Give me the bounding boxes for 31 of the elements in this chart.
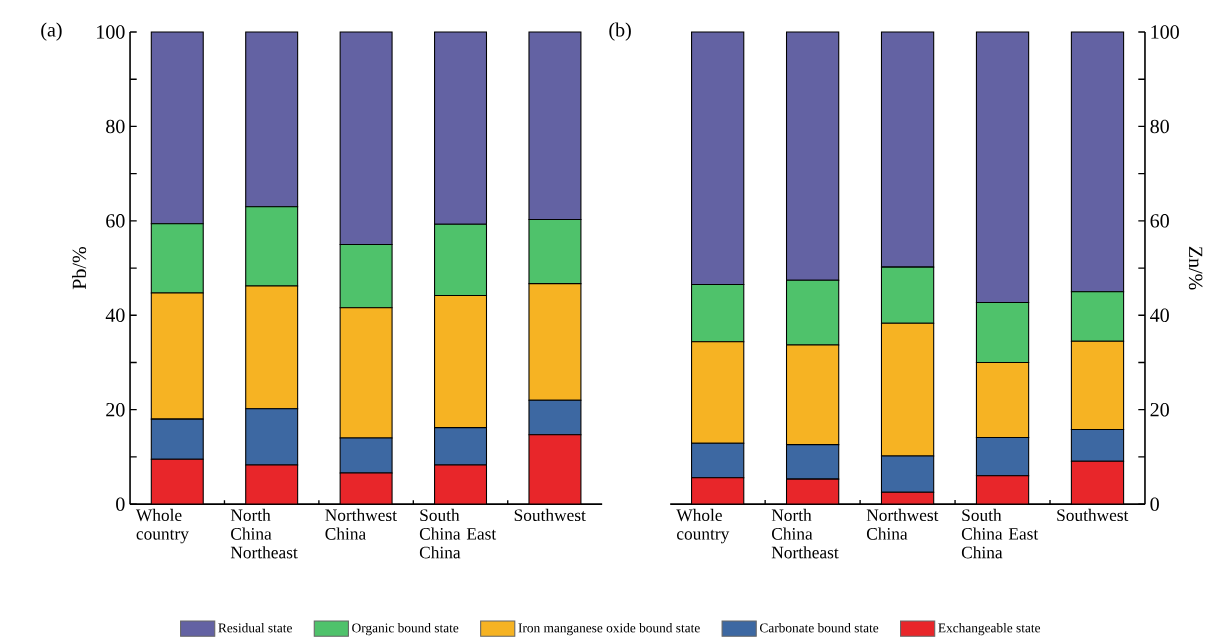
y-axis-title: Pb/% xyxy=(72,247,87,290)
x-tick-label: Whole country xyxy=(135,508,189,544)
x-tick-label: North China Northeast xyxy=(771,508,839,559)
y-tick-label: 0 xyxy=(1150,497,1159,511)
legend-label: Iron manganese oxide bound state xyxy=(518,623,700,636)
x-tick-label: North China Northeast xyxy=(230,508,298,559)
x-tick-label: Northwest China xyxy=(866,508,939,540)
y-tick-label: 40 xyxy=(105,308,125,323)
y-tick-label: 40 xyxy=(1150,308,1169,323)
x-tick-label: Whole country xyxy=(676,508,730,544)
legend-label: Carbonate bound state xyxy=(759,623,879,633)
x-tick-label: South China East China xyxy=(961,508,1039,559)
x-tick-label: Northwest China xyxy=(325,508,397,540)
y-tick-label: 100 xyxy=(1151,25,1179,39)
y-tick-label: 80 xyxy=(106,119,125,134)
legend-label: Residual state xyxy=(218,623,292,633)
chart-title: (b) xyxy=(609,22,631,41)
chart-title: (a) xyxy=(41,22,62,41)
legend-label: Organic bound state xyxy=(352,623,459,636)
y-tick-label: 20 xyxy=(1150,403,1169,417)
legend-label: Exchangeable state xyxy=(938,623,1041,636)
y-tick-label: 60 xyxy=(1150,214,1169,228)
y-axis-title: Zn/% xyxy=(1188,246,1203,290)
y-tick-label: 100 xyxy=(97,25,125,39)
y-tick-label: 20 xyxy=(106,403,125,417)
y-tick-label: 60 xyxy=(106,214,125,228)
x-tick-label: Southwest xyxy=(514,508,586,522)
x-tick-label: Southwest xyxy=(1057,508,1129,522)
x-tick-label: South China East China xyxy=(419,508,497,559)
y-tick-label: 80 xyxy=(1150,119,1169,134)
y-tick-label: 0 xyxy=(116,497,125,511)
